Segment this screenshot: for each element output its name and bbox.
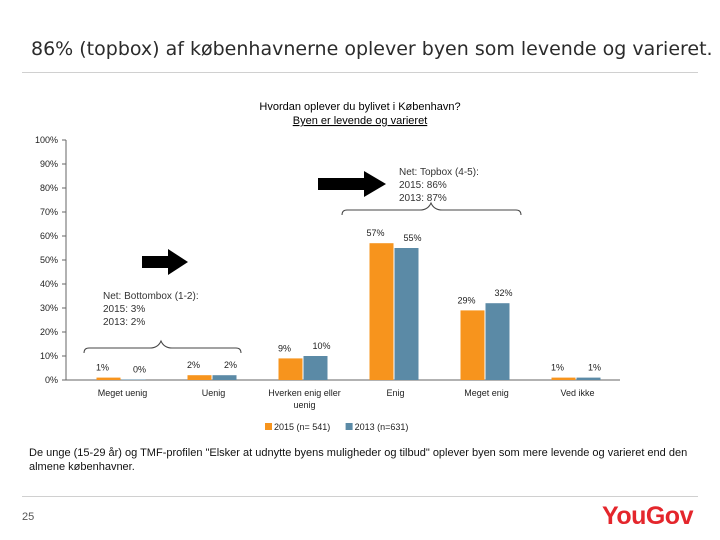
- topbox-annotation: 2013: 87%: [399, 193, 447, 204]
- y-tick-label: 90%: [40, 159, 58, 169]
- data-label: 2%: [187, 360, 200, 370]
- x-tick-label: Uenig: [202, 388, 226, 398]
- y-tick-label: 50%: [40, 255, 58, 265]
- y-tick-label: 80%: [40, 183, 58, 193]
- data-label: 2%: [224, 360, 237, 370]
- bar: [460, 310, 485, 380]
- x-tick-label: Hverken enig eller: [268, 388, 341, 398]
- bottombox-annotation: 2013: 2%: [103, 317, 145, 328]
- chart-title: Hvordan oplever du bylivet i København?: [259, 101, 460, 113]
- x-tick-label: Ved ikke: [560, 388, 594, 398]
- y-tick-label: 40%: [40, 279, 58, 289]
- bar: [369, 243, 394, 380]
- data-label: 0%: [133, 365, 146, 375]
- chart-subtitle: Byen er levende og varieret: [293, 115, 428, 127]
- data-label: 55%: [403, 233, 421, 243]
- y-tick-label: 20%: [40, 327, 58, 337]
- bar: [212, 375, 237, 380]
- topbox-brace: [341, 201, 522, 216]
- y-tick-label: 10%: [40, 351, 58, 361]
- data-label: 10%: [312, 341, 330, 351]
- bar: [576, 377, 601, 380]
- data-label: 1%: [551, 363, 564, 373]
- bar: [278, 358, 303, 380]
- data-label: 1%: [96, 363, 109, 373]
- x-tick-label: Meget uenig: [98, 388, 148, 398]
- x-tick-label: uenig: [293, 400, 315, 410]
- topbox-annotation: Net: Topbox (4-5):: [399, 167, 479, 178]
- bar: [187, 375, 212, 380]
- x-tick-label: Enig: [386, 388, 404, 398]
- data-label: 32%: [494, 288, 512, 298]
- x-tick-label: Meget enig: [464, 388, 509, 398]
- data-label: 57%: [366, 228, 384, 238]
- right-arrow-icon: [142, 249, 188, 275]
- y-tick-label: 30%: [40, 303, 58, 313]
- data-label: 1%: [588, 363, 601, 373]
- data-label: 9%: [278, 343, 291, 353]
- y-tick-label: 60%: [40, 231, 58, 241]
- legend-label: 2015 (n= 541): [274, 422, 330, 432]
- bar: [551, 377, 576, 380]
- bottombox-annotation: 2015: 3%: [103, 304, 145, 315]
- topbox-annotation: 2015: 86%: [399, 180, 447, 191]
- title-divider: [22, 72, 698, 73]
- bar: [485, 303, 510, 380]
- legend-swatch: [345, 423, 353, 430]
- bar: [394, 248, 419, 380]
- page-title: 86% (topbox) af københavnerne oplever by…: [31, 38, 713, 60]
- footnote: De unge (15-29 år) og TMF-profilen "Elsk…: [29, 447, 688, 473]
- right-arrow-icon: [318, 171, 386, 197]
- bar: [121, 379, 146, 380]
- legend-label: 2013 (n=631): [355, 422, 409, 432]
- bar-chart: Hvordan oplever du bylivet i København? B…: [35, 101, 620, 432]
- y-tick-label: 70%: [40, 207, 58, 217]
- yougov-logo: YouGov: [602, 502, 693, 530]
- bar: [303, 356, 328, 380]
- y-tick-label: 100%: [35, 135, 58, 145]
- legend-swatch: [265, 423, 272, 430]
- data-label: 29%: [457, 295, 475, 305]
- page-number: 25: [22, 511, 35, 523]
- bottombox-annotation: Net: Bottombox (1-2):: [103, 291, 199, 302]
- footer-divider: [22, 496, 698, 497]
- bar: [96, 377, 121, 380]
- bottombox-brace: [83, 339, 242, 354]
- y-tick-label: 0%: [45, 375, 58, 385]
